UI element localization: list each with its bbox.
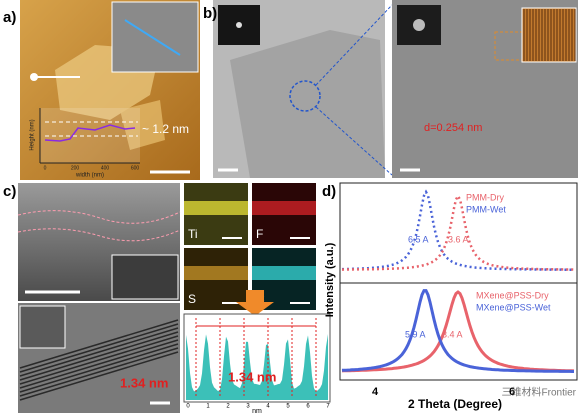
layer [17,228,181,242]
axis-label: Height (nm) [30,119,36,150]
annotation: 1.34 nm [120,375,168,390]
layer [19,347,179,397]
curve [341,289,574,373]
zoom-region [289,80,321,112]
tick-labels: 0 1 2 3 4 5 6 7 [186,318,330,410]
flake [120,100,165,150]
legend-entry: MXene@PSS-Wet [476,302,551,312]
annotation: 1.34 nm [228,369,276,384]
arrow [236,290,274,316]
tick-labels: 0 200 400 600 [44,165,140,171]
peak-label: 3.4 A [442,329,463,339]
eds-band [184,266,248,280]
layer [19,339,179,389]
annotation: d=0.254 nm [424,122,482,134]
x-tick-label: 5 [286,404,290,410]
x-tick-label: 4 [372,386,379,398]
marker [30,73,38,81]
layer [19,343,179,393]
x-tick-label: 400 [101,165,110,171]
zoom-line [315,106,393,176]
x-tick-label: 6 [509,386,515,398]
x-tick-label: 2 [226,404,230,410]
profile [186,334,328,400]
element-label: Ti [188,227,198,241]
x-tick-label: 1 [206,404,210,410]
plot-frame [339,182,578,381]
layer [17,210,181,224]
line-profile [124,19,181,56]
panel-label: b) [203,5,217,22]
eds-band [252,201,316,215]
curves [341,189,575,373]
peak-label: 6.5 A [408,234,429,244]
x-tick-label: 4 [266,404,270,410]
x-axis-label: 2 Theta (Degree) [408,397,502,411]
peak-label: 3.6 A [448,234,469,244]
x-tick-label: 6 [306,404,310,410]
panel-b: d=0.254 nm b) [203,0,578,178]
x-tick-label: 200 [71,165,80,171]
zoom-line [315,4,393,86]
element-label: F [256,227,263,241]
layer [19,327,179,377]
sem-inset [111,254,179,300]
annotation: ~ 1.2 nm [142,122,189,136]
peak-label: 5.9 A [405,329,426,339]
inset-image [111,1,199,73]
eds-band [184,201,248,215]
panel-label: c) [3,183,16,200]
diffraction [236,22,242,28]
watermark: 三维材料Frontier [502,386,577,399]
x-tick-label: 0 [186,404,190,410]
layers [19,319,179,401]
x-tick-label: 0 [44,165,47,171]
panel-label: a) [3,9,16,26]
layer [19,331,179,381]
y-axis-label: Intensity (a.u.) [324,242,336,317]
height-profile [44,124,136,142]
layer [19,351,179,401]
fft [413,19,425,31]
layer [19,323,179,373]
legend-entry: PMM-Wet [466,204,506,214]
layer [19,335,179,385]
panel-d: PMM-Dry PMM-Wet 6.5 A 3.6 A MXene@PSS-Dr… [322,182,578,411]
layer [19,319,179,369]
lattice-inset [521,7,577,63]
x-tick-label: 7 [326,404,330,410]
panel-a: ~ 1.2 nm Height (nm) width (nm) 0 200 400 6… [3,0,200,180]
lattice-lines [523,9,576,61]
tem-inset [19,305,66,349]
eds-maps: TiFSC [184,183,316,310]
legend-entry: PMM-Dry [466,192,504,202]
eds-band [252,266,316,280]
axis-label: nm [252,408,262,413]
x-tick-label: 600 [131,165,140,171]
element-label: S [188,292,196,306]
flake [230,30,385,178]
curve [341,290,575,373]
axis-label: width (nm) [75,173,104,179]
x-tick-label: 3 [246,404,250,410]
curve [342,189,574,271]
panel-label: d) [322,183,336,200]
legend-entry: MXene@PSS-Dry [476,290,549,300]
